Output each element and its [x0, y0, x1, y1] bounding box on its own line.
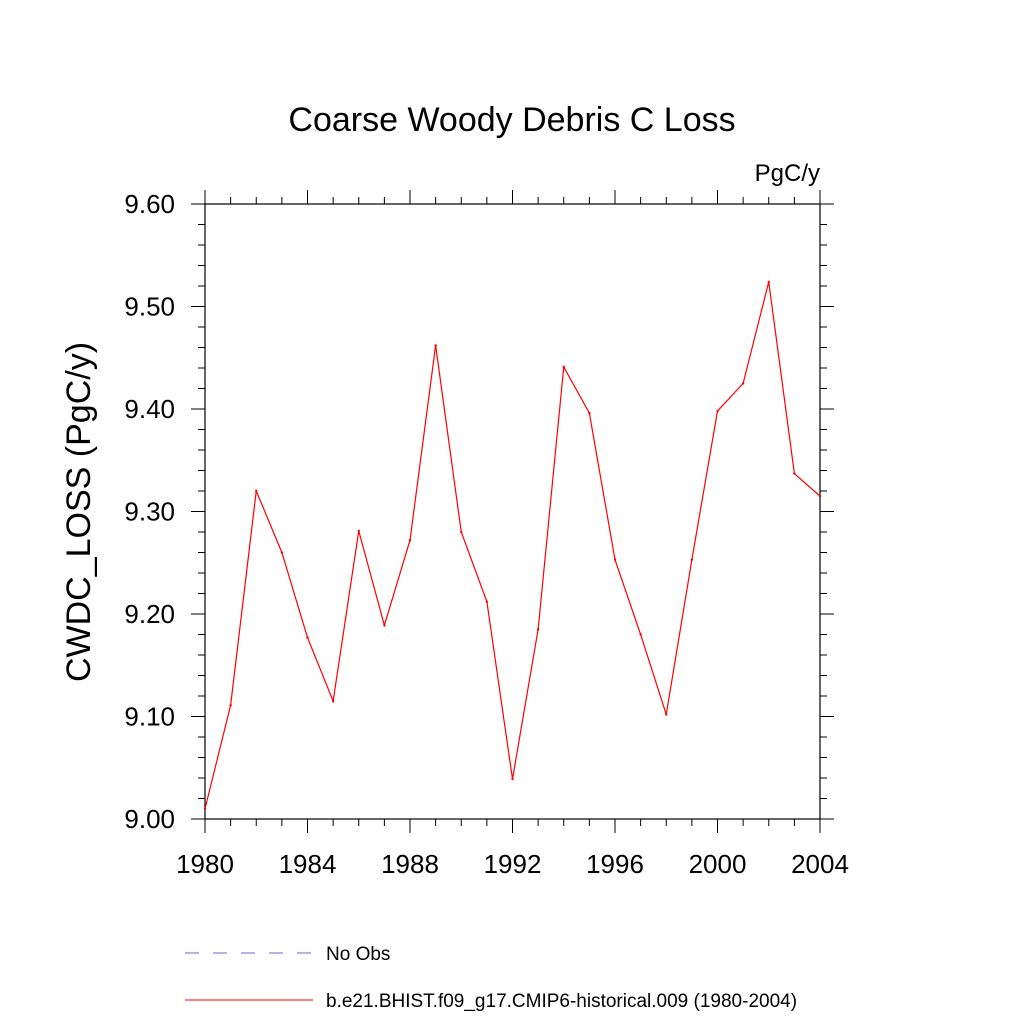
x-tick-label: 2000	[689, 849, 747, 879]
data-point	[818, 494, 822, 498]
legend-label: No Obs	[326, 944, 390, 965]
data-point	[536, 628, 540, 631]
y-tick-label: 9.00	[124, 804, 175, 834]
plot-area: 1980 1984 1988 1992 1996 2000 2004 9.00 9.10 9.20…	[124, 189, 849, 879]
y-axis-label: CWDC_LOSS (PgC/y)	[60, 342, 98, 682]
data-point	[562, 365, 565, 369]
data-point	[434, 344, 437, 347]
data-point	[741, 382, 745, 385]
legend: No Obs b.e21.BHIST.f09_g17.CMIP6-historic…	[185, 944, 797, 1012]
data-point	[460, 530, 463, 534]
y-tick-label: 9.30	[124, 497, 175, 527]
data-point	[280, 551, 284, 554]
x-tick-label: 1996	[586, 849, 644, 879]
y-tick-label: 9.10	[124, 702, 175, 732]
data-point	[408, 539, 412, 542]
x-tick-label: 1992	[484, 849, 542, 879]
y-tick-label: 9.50	[124, 292, 175, 322]
data-point	[383, 624, 386, 627]
data-point	[306, 636, 309, 639]
data-point	[485, 600, 489, 603]
data-point	[767, 280, 770, 284]
data-point	[229, 704, 232, 707]
data-point	[639, 633, 642, 636]
x-tick-label: 2004	[791, 849, 849, 879]
data-point	[511, 777, 514, 781]
x-tick-label: 1984	[279, 849, 337, 879]
data-point	[203, 807, 207, 810]
y-tick-label: 9.40	[124, 394, 175, 424]
y-tick-label: 9.60	[124, 189, 175, 219]
data-point	[690, 558, 694, 561]
data-point	[716, 409, 719, 413]
data-point	[793, 472, 796, 475]
units-label: PgC/y	[755, 160, 820, 187]
data-point	[588, 411, 591, 415]
y-tick-label: 9.20	[124, 599, 175, 629]
data-point	[331, 699, 335, 703]
legend-label: b.e21.BHIST.f09_g17.CMIP6-historical.009…	[326, 991, 797, 1012]
series-line	[204, 281, 821, 809]
x-tick-label: 1988	[381, 849, 439, 879]
data-point	[255, 489, 258, 493]
data-point	[357, 529, 360, 533]
chart-title: Coarse Woody Debris C Loss	[288, 101, 735, 139]
plot-frame	[204, 203, 821, 820]
data-point	[665, 713, 668, 716]
data-point	[613, 558, 617, 561]
x-tick-label: 1980	[176, 849, 234, 879]
